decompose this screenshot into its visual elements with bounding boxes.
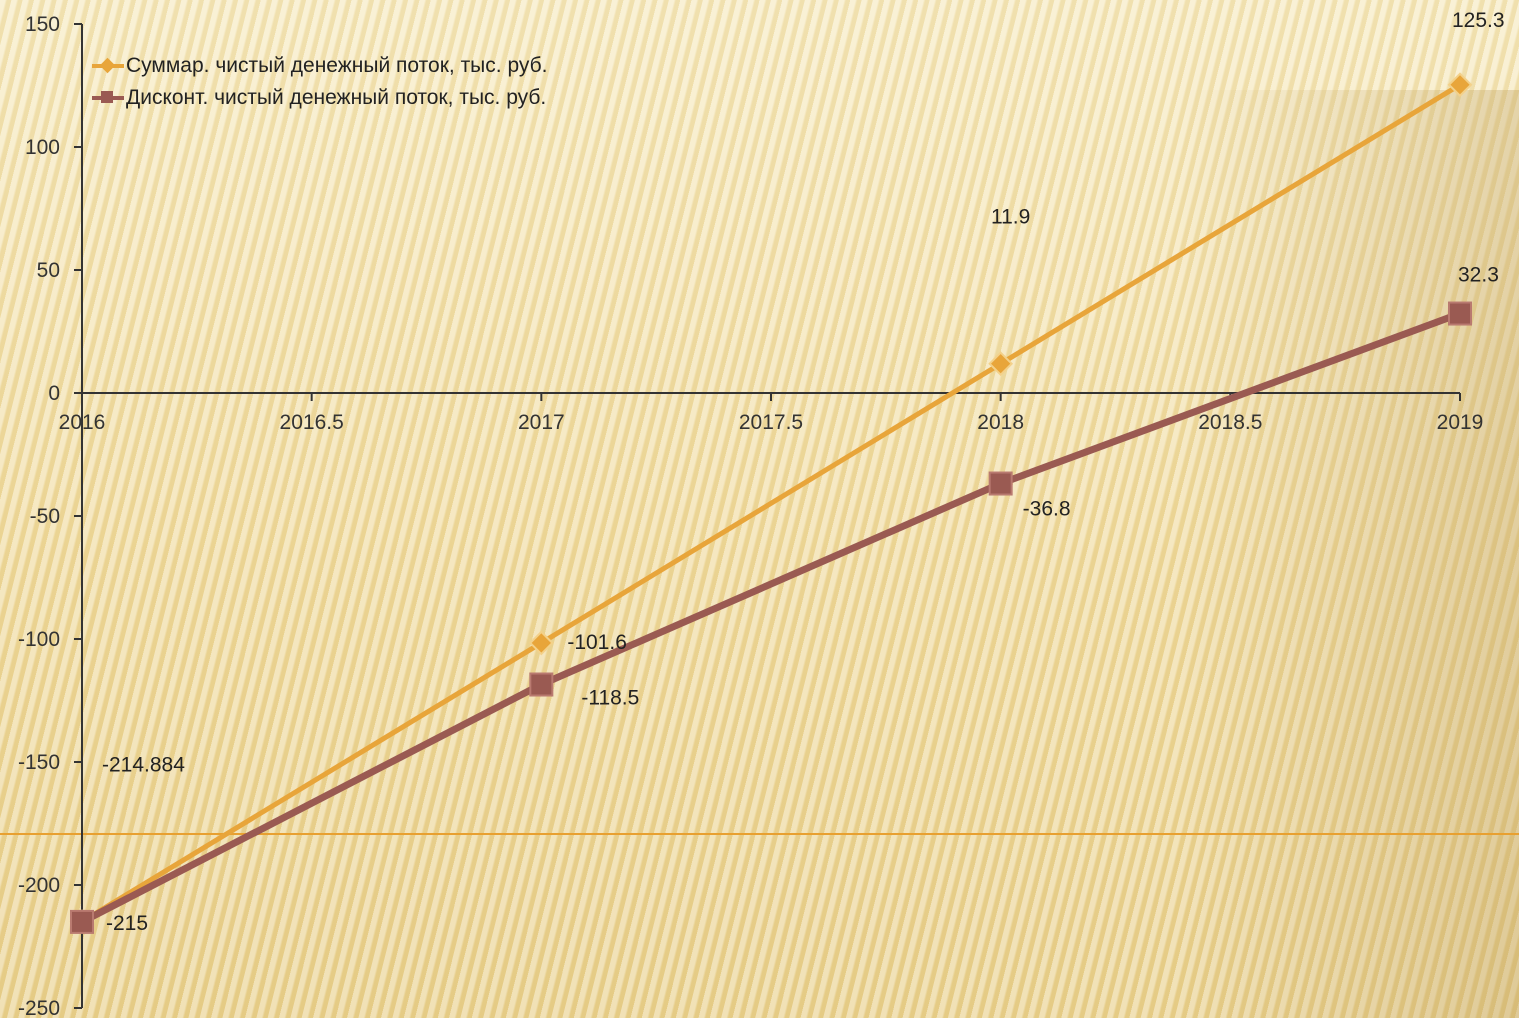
y-tick-label: -200	[18, 874, 60, 897]
y-tick-label: -100	[18, 628, 60, 651]
legend-item-cumulative: Суммар. чистый денежный поток, тыс. руб.	[92, 50, 548, 82]
series-line-discounted	[80, 310, 1462, 926]
data-label: -36.8	[1023, 498, 1071, 521]
legend-diamond-icon	[92, 56, 124, 76]
x-tick-label: 2016.5	[280, 411, 344, 434]
y-tick-label: -150	[18, 751, 60, 774]
data-label: 32.3	[1458, 264, 1499, 287]
data-point-diamond	[988, 351, 1014, 377]
data-point-square	[529, 672, 554, 697]
axes: 150 100 50 0 -50 -100 -150 -200 -250 2016 2016.5 20…	[18, 13, 1483, 1018]
data-point-diamond	[1447, 72, 1473, 98]
y-tick-label: 150	[25, 13, 60, 36]
data-label: -215	[106, 912, 148, 935]
y-tick-label: -250	[18, 997, 60, 1018]
legend-label-discounted: Дисконт. чистый денежный поток, тыс. руб…	[126, 86, 547, 109]
x-tick-label: 2017.5	[739, 411, 803, 434]
data-point-square	[70, 909, 94, 934]
y-tick-label: 50	[37, 259, 60, 282]
series-line-cumulative	[80, 82, 1462, 924]
x-tick-label: 2016	[59, 411, 106, 434]
data-point-square	[988, 471, 1013, 496]
background-shade	[1180, 90, 1519, 1018]
data-label: -118.5	[581, 687, 639, 710]
data-label: 125.3	[1452, 9, 1505, 32]
data-point-diamond	[528, 630, 554, 656]
x-tick-label: 2018	[977, 411, 1024, 434]
x-tick-label: 2018.5	[1198, 411, 1262, 434]
x-tick-label: 2019	[1437, 411, 1484, 434]
y-tick-label: 0	[48, 382, 60, 405]
data-label: -101.6	[567, 631, 627, 654]
legend-square-icon	[92, 88, 124, 108]
legend-item-discounted: Дисконт. чистый денежный поток, тыс. руб…	[92, 82, 548, 114]
legend: Суммар. чистый денежный поток, тыс. руб.…	[92, 50, 548, 114]
data-labels: -214.884 -101.6 11.9 125.3 -215 -118.5 -36.8 32…	[102, 9, 1505, 935]
series-layer	[69, 72, 1473, 935]
data-label: 11.9	[991, 206, 1030, 229]
decorative-divider-line	[0, 833, 1519, 835]
y-tick-label: -50	[30, 505, 60, 528]
data-point-square	[1448, 301, 1472, 326]
legend-label-cumulative: Суммар. чистый денежный поток, тыс. руб.	[126, 54, 548, 77]
y-tick-label: 100	[25, 136, 60, 159]
x-tick-label: 2017	[518, 411, 565, 434]
data-label: -214.884	[102, 754, 185, 777]
